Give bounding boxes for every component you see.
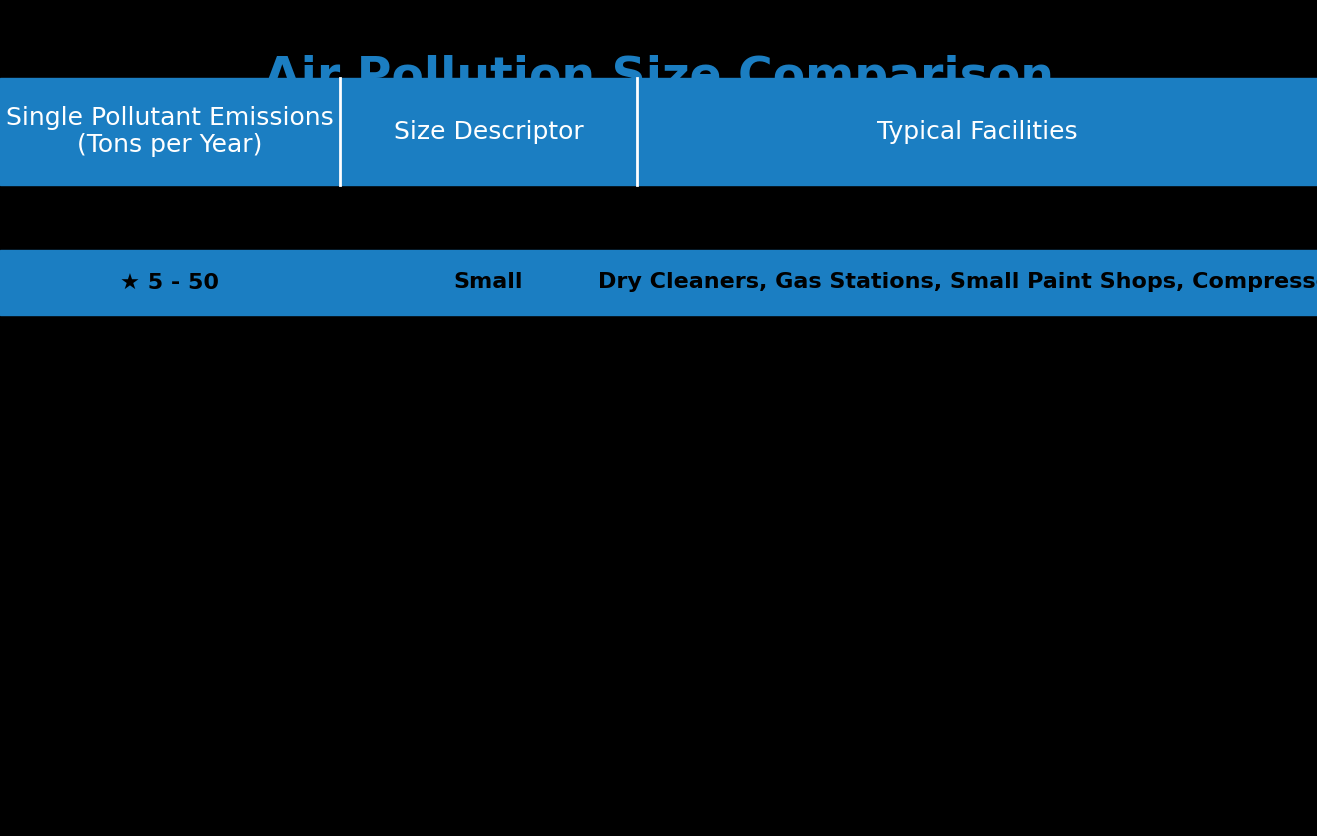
Bar	[0, 250, 1317, 315]
Bar	[0, 78, 1317, 185]
Text: Small: Small	[454, 273, 523, 293]
Text: ★ 5 - 50: ★ 5 - 50	[120, 273, 220, 293]
Text: Typical Facilities: Typical Facilities	[877, 120, 1077, 144]
Text: Single Pollutant Emissions
(Tons per Year): Single Pollutant Emissions (Tons per Yea…	[7, 105, 335, 157]
Text: Size Descriptor: Size Descriptor	[394, 120, 583, 144]
Text: Air Pollution Size Comparison: Air Pollution Size Comparison	[263, 55, 1054, 100]
Text: Dry Cleaners, Gas Stations, Small Paint Shops, Compressors: Dry Cleaners, Gas Stations, Small Paint …	[598, 273, 1317, 293]
